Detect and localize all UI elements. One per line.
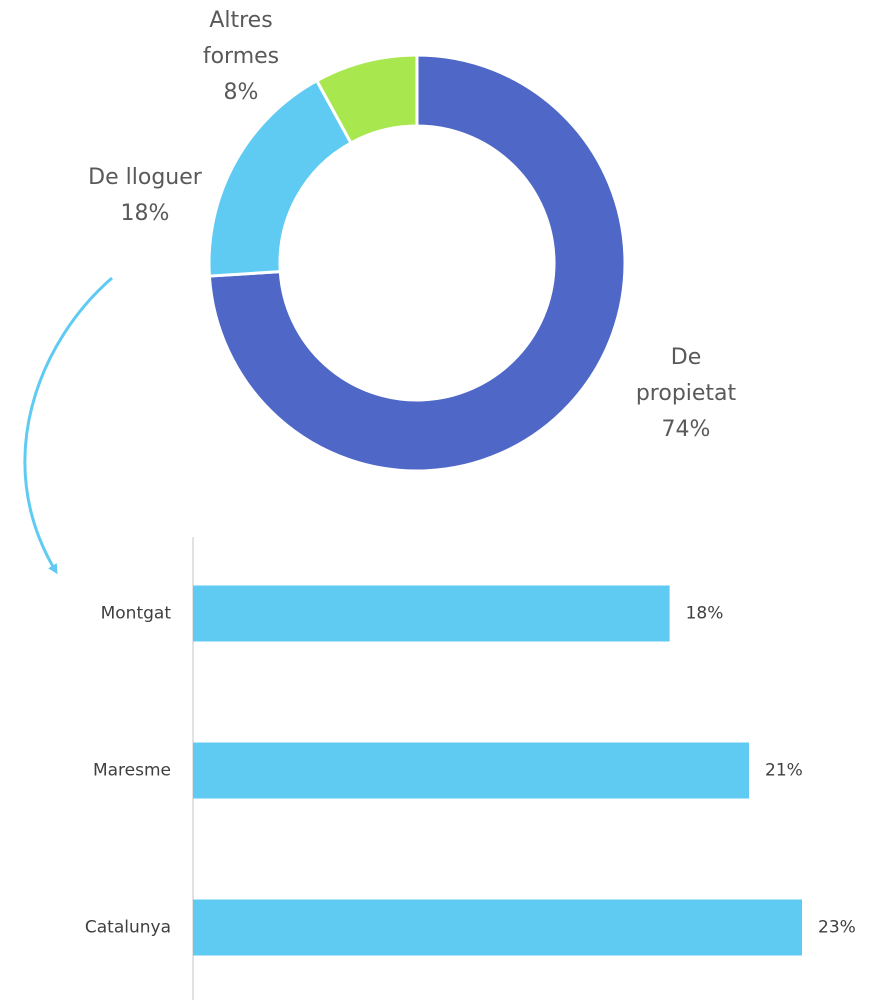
arrow — [23, 276, 113, 575]
bar — [193, 899, 802, 956]
segment-category: De lloguer — [88, 165, 202, 190]
category-label: Montgat — [101, 604, 172, 624]
segment-value: 74% — [661, 417, 711, 442]
segment-category: Altres formes — [202, 8, 280, 69]
segment-label: De propietat 74% — [621, 340, 751, 448]
segment-label: Altres formes 8% — [181, 3, 301, 111]
bar — [193, 585, 670, 642]
donut-segment — [314, 53, 419, 145]
segment-label: De lloguer 18% — [65, 160, 225, 232]
donut-segment — [207, 53, 627, 473]
value-label: 21% — [765, 761, 803, 781]
value-label: 18% — [686, 604, 724, 624]
value-label: 23% — [818, 918, 856, 938]
segment-category: De propietat — [635, 345, 737, 406]
category-label: Catalunya — [85, 918, 171, 938]
category-label: Maresme — [93, 761, 171, 781]
segment-value: 18% — [120, 201, 170, 226]
segment-value: 8% — [223, 80, 259, 105]
bar — [193, 742, 750, 799]
